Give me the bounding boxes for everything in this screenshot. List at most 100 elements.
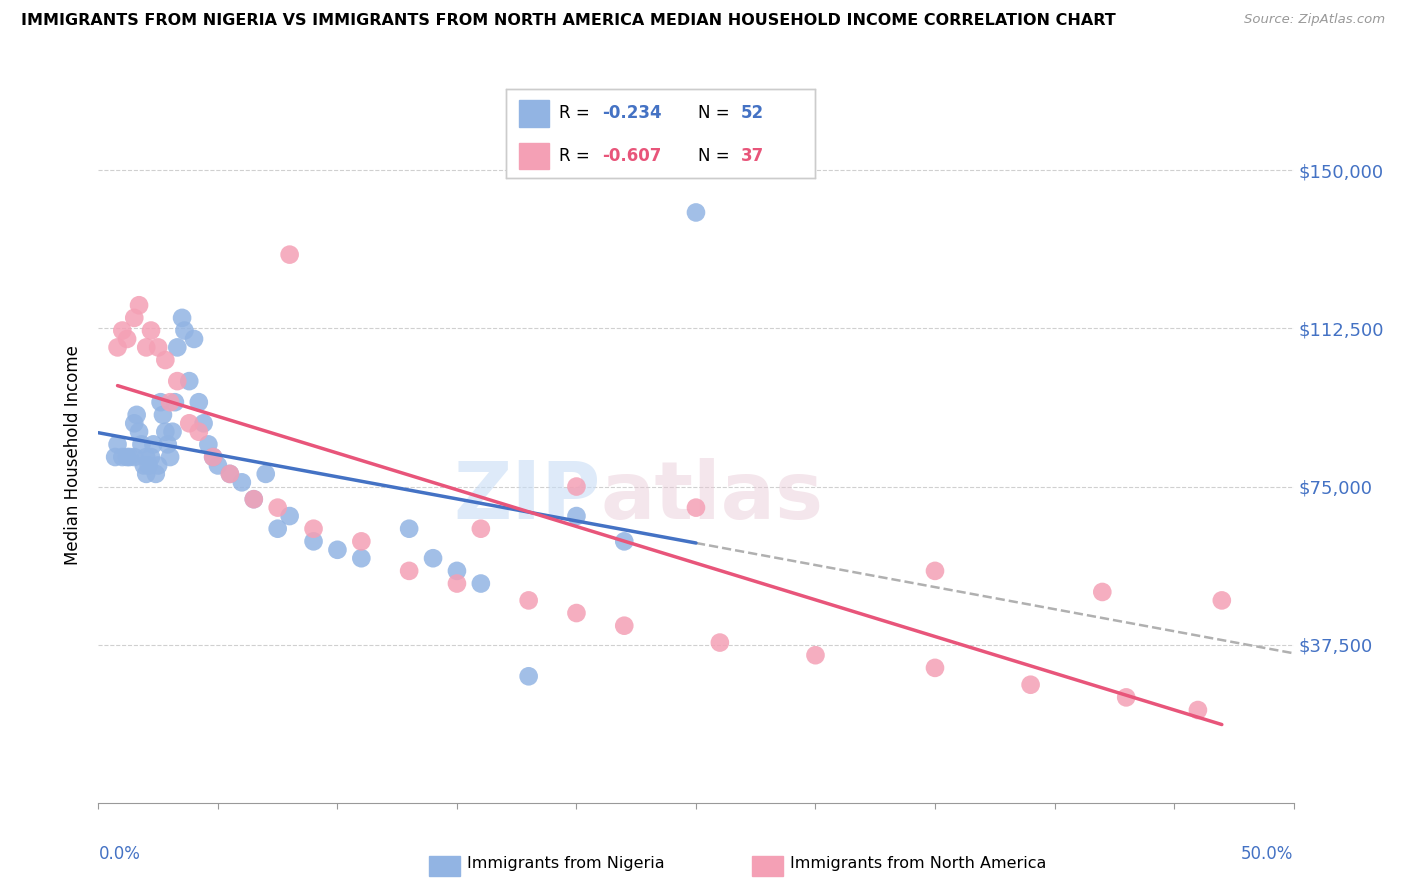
Point: [107, 437, 129, 451]
Point: [159, 450, 181, 464]
Point: [187, 395, 209, 409]
Point: [219, 467, 242, 481]
Point: [302, 522, 325, 536]
Point: [142, 437, 165, 451]
Text: Source: ZipAtlas.com: Source: ZipAtlas.com: [1244, 13, 1385, 27]
Point: [1115, 690, 1137, 705]
Point: [135, 467, 157, 481]
Text: -0.234: -0.234: [602, 104, 662, 122]
Point: [202, 450, 225, 464]
Point: [139, 324, 162, 338]
Point: [254, 467, 277, 481]
Point: [924, 661, 946, 675]
Point: [187, 425, 209, 439]
Point: [152, 408, 174, 422]
Point: [924, 564, 946, 578]
Point: [111, 450, 134, 464]
Text: IMMIGRANTS FROM NIGERIA VS IMMIGRANTS FROM NORTH AMERICA MEDIAN HOUSEHOLD INCOME: IMMIGRANTS FROM NIGERIA VS IMMIGRANTS FR…: [21, 13, 1116, 29]
Point: [166, 340, 188, 354]
Text: atlas: atlas: [600, 458, 824, 536]
Point: [685, 500, 707, 515]
Point: [1211, 593, 1233, 607]
Text: N =: N =: [697, 104, 730, 122]
Point: [613, 534, 636, 549]
Point: [159, 395, 181, 409]
Point: [565, 509, 588, 524]
Point: [148, 340, 170, 354]
Point: [267, 500, 290, 515]
Point: [124, 310, 146, 325]
Point: [124, 450, 146, 464]
Point: [243, 492, 266, 507]
Point: [155, 353, 177, 368]
Point: [139, 450, 162, 464]
Point: [243, 492, 266, 507]
Point: [135, 450, 157, 464]
Point: [350, 551, 373, 566]
Point: [197, 437, 219, 451]
Point: [446, 576, 468, 591]
Point: [179, 417, 201, 431]
Point: [231, 475, 253, 490]
Point: [179, 374, 201, 388]
Point: [131, 437, 153, 451]
Bar: [519, 143, 550, 169]
Point: [1091, 585, 1114, 599]
Point: [128, 298, 150, 312]
Point: [207, 458, 229, 473]
Point: [202, 450, 225, 464]
Point: [125, 408, 148, 422]
Point: [422, 551, 444, 566]
Text: 0.0%: 0.0%: [98, 845, 141, 863]
Point: [149, 395, 172, 409]
Y-axis label: Median Household Income: Median Household Income: [65, 345, 83, 565]
Point: [219, 467, 242, 481]
Point: [804, 648, 827, 663]
Point: [163, 395, 186, 409]
Point: [162, 425, 184, 439]
Point: [470, 576, 492, 591]
Point: [107, 340, 129, 354]
Point: [326, 542, 349, 557]
Point: [398, 564, 420, 578]
Point: [685, 205, 707, 219]
Point: [278, 247, 301, 261]
Text: N =: N =: [697, 147, 730, 165]
Point: [1187, 703, 1209, 717]
Point: [302, 534, 325, 549]
Text: 52: 52: [741, 104, 765, 122]
Point: [517, 593, 540, 607]
Point: [135, 340, 157, 354]
Point: [183, 332, 205, 346]
Point: [278, 509, 301, 524]
Point: [565, 479, 588, 493]
Point: [145, 467, 167, 481]
Text: R =: R =: [558, 104, 589, 122]
Text: Immigrants from North America: Immigrants from North America: [790, 856, 1046, 871]
Text: 37: 37: [741, 147, 765, 165]
Point: [111, 324, 134, 338]
Point: [132, 458, 155, 473]
Point: [517, 669, 540, 683]
Point: [446, 564, 468, 578]
Point: [172, 310, 194, 325]
Point: [115, 332, 138, 346]
Text: ZIP: ZIP: [453, 458, 600, 536]
Text: R =: R =: [558, 147, 589, 165]
Point: [148, 458, 170, 473]
Point: [156, 437, 179, 451]
Point: [124, 417, 146, 431]
Point: [138, 458, 160, 473]
Point: [166, 374, 188, 388]
Point: [267, 522, 290, 536]
Text: Immigrants from Nigeria: Immigrants from Nigeria: [467, 856, 665, 871]
Point: [470, 522, 492, 536]
Point: [118, 450, 141, 464]
Point: [398, 522, 420, 536]
Point: [128, 425, 150, 439]
Point: [565, 606, 588, 620]
Text: -0.607: -0.607: [602, 147, 661, 165]
Point: [173, 324, 195, 338]
Point: [709, 635, 731, 649]
Text: 50.0%: 50.0%: [1241, 845, 1294, 863]
